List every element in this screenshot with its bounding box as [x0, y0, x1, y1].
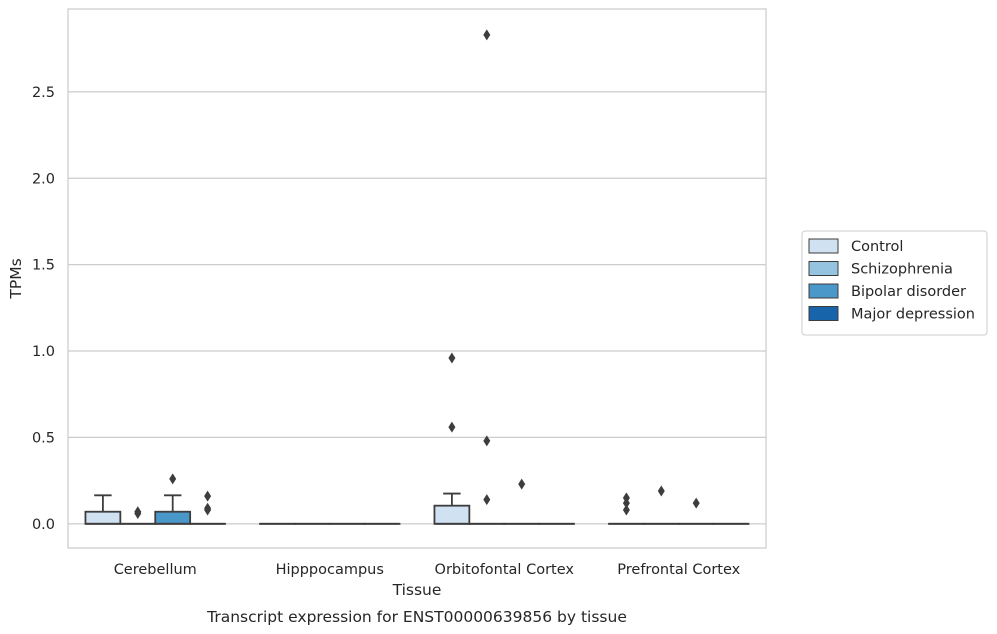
legend-label: Schizophrenia: [851, 262, 953, 278]
outlier-point: [657, 485, 665, 497]
outlier-point: [622, 492, 630, 504]
box-bipolar-disorder: [503, 478, 541, 525]
legend-swatch: [808, 306, 839, 321]
legend-swatch: [808, 261, 839, 276]
y-tick-label: 1.0: [32, 344, 55, 360]
y-tick-labels: 0.0 0.5 1.0 1.5 2.0 2.5: [32, 85, 55, 533]
outlier-point: [448, 421, 456, 433]
box: [84, 510, 122, 525]
plot-area-frame: [67, 8, 767, 549]
y-tick-label: 2.5: [32, 85, 55, 101]
legend-label: Control: [851, 239, 903, 255]
outlier-point: [622, 504, 630, 516]
box-schizophrenia: [119, 506, 157, 525]
box-bipolar-disorder: [677, 497, 715, 525]
legend-label: Major depression: [851, 307, 975, 323]
outlier-point: [448, 352, 456, 364]
y-tick-label: 1.5: [32, 258, 55, 274]
outlier-point: [483, 29, 491, 41]
x-tick-label: Cerebellum: [114, 562, 197, 578]
x-axis-label: Tissue: [392, 581, 442, 599]
box-control: [84, 494, 122, 525]
box-bipolar-disorder: [154, 473, 192, 525]
outlier-point: [483, 494, 491, 506]
box: [433, 504, 471, 525]
box-schizophrenia: [642, 485, 680, 525]
y-tick-label: 2.0: [32, 171, 55, 187]
box-major-depression: [189, 490, 226, 525]
x-tick-label: Prefrontal Cortex: [617, 562, 740, 578]
box: [154, 510, 192, 525]
y-tick-label: 0.0: [32, 517, 55, 533]
legend-swatch: [808, 283, 839, 299]
x-tick-label: Hipppocampus: [276, 562, 384, 578]
x-tick-label: Orbitofontal Cortex: [435, 562, 575, 578]
outlier-point: [204, 490, 212, 502]
x-tick-labels: Cerebellum Hipppocampus Orbitofontal Corte…: [114, 562, 741, 578]
legend: Control Schizophrenia Bipolar disorder Majo…: [801, 230, 988, 336]
chart-caption: Transcript expression for ENST0000063985…: [206, 608, 627, 626]
legend-frame: [801, 230, 988, 336]
box-control: [608, 492, 645, 525]
outlier-point: [483, 435, 491, 447]
y-tick-label: 0.5: [32, 430, 55, 446]
gridlines: [68, 91, 766, 525]
box-control: [433, 352, 471, 525]
outlier-point: [204, 504, 212, 516]
box-schizophrenia: [468, 29, 506, 525]
box-series-group: [84, 29, 750, 525]
outlier-point: [692, 497, 700, 509]
outlier-point: [518, 478, 526, 490]
legend-label: Bipolar disorder: [851, 284, 966, 300]
y-axis-label: TPMs: [7, 258, 25, 299]
legend-swatch: [808, 238, 839, 254]
outlier-point: [134, 506, 142, 518]
outlier-point: [169, 473, 177, 485]
